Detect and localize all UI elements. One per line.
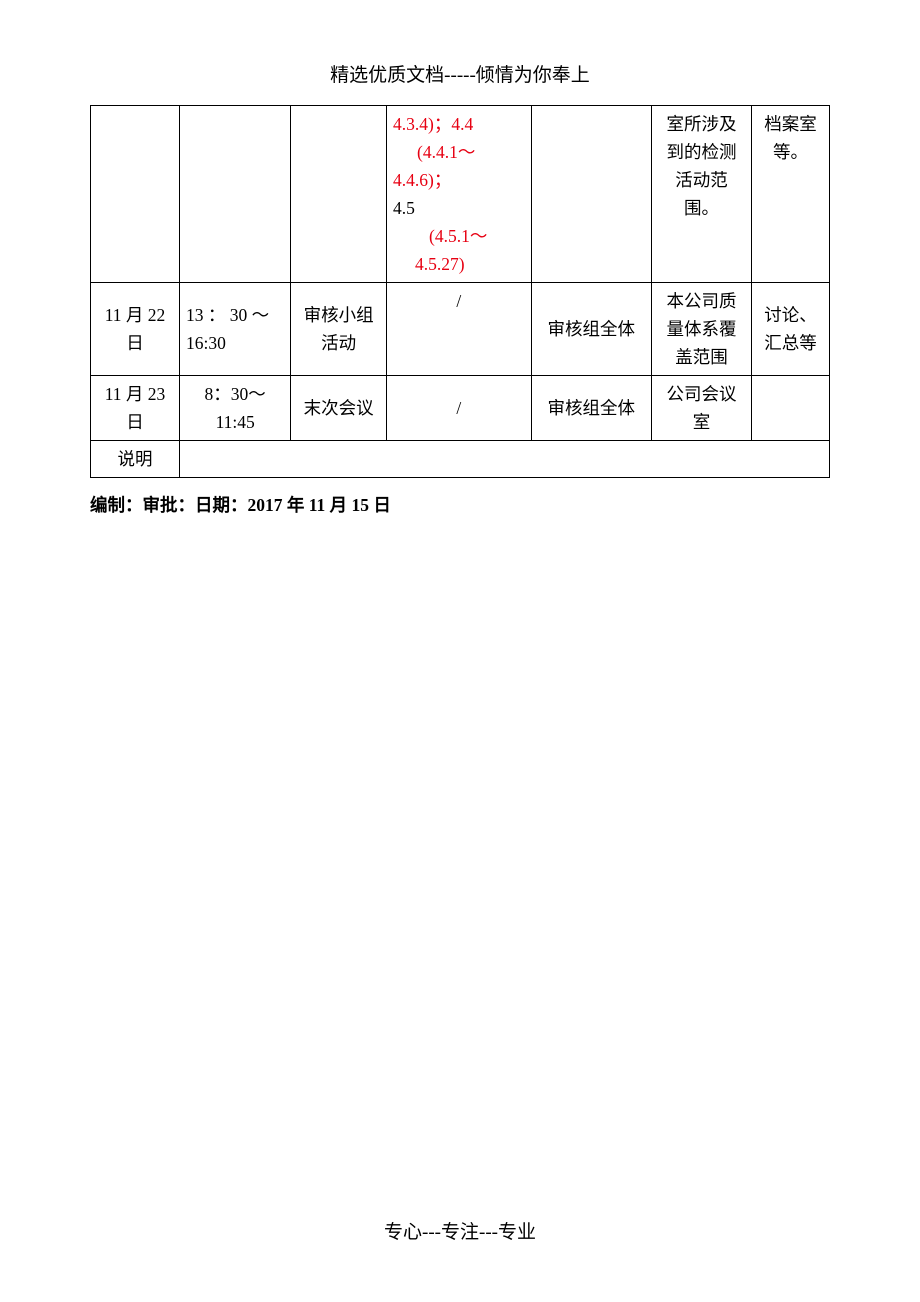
range-text: 室所涉及 <box>666 114 736 134</box>
scope-text: 4.4.6)； <box>393 170 451 190</box>
note-text: 档案室 <box>764 114 817 134</box>
cell-date: 11 月 22 日 <box>91 283 180 376</box>
cell-time: 8：30～11:45 <box>180 376 291 441</box>
cell-activity: 审核小组活动 <box>291 283 387 376</box>
cell-date: 11 月 23 日 <box>91 376 180 441</box>
page-footer: 专心---专注---专业 <box>0 1217 920 1244</box>
cell-team: 审核组全体 <box>531 376 651 441</box>
cell-team <box>531 106 651 283</box>
scope-text: 4.3.4)；4.4 <box>393 114 473 134</box>
cell-note: 讨论、汇总等 <box>752 283 830 376</box>
cell-scope: / <box>387 283 532 376</box>
cell-date <box>91 106 180 283</box>
cell-time: 13 ： 30 ～16:30 <box>180 283 291 376</box>
cell-team: 审核组全体 <box>531 283 651 376</box>
cell-activity <box>291 106 387 283</box>
range-text: 到的检测 <box>666 142 736 162</box>
cell-range: 室所涉及 到的检测 活动范围。 <box>651 106 751 283</box>
scope-text: (4.5.1～ <box>393 226 487 246</box>
table-row: 4.3.4)；4.4 (4.4.1～ 4.4.6)； 4.5 (4.5.1～ 4… <box>91 106 830 283</box>
cell-time <box>180 106 291 283</box>
schedule-table-container: 4.3.4)；4.4 (4.4.1～ 4.4.6)； 4.5 (4.5.1～ 4… <box>90 105 830 478</box>
table-row: 11 月 22 日 13 ： 30 ～16:30 审核小组活动 / 审核组全体 … <box>91 283 830 376</box>
range-text: 活动范围。 <box>675 170 728 218</box>
approval-line: 编制：审批：日期：2017 年 11 月 15 日 <box>90 492 920 517</box>
cell-label: 说明 <box>91 441 180 478</box>
cell-range: 本公司质量体系覆盖范围 <box>651 283 751 376</box>
cell-description <box>180 441 830 478</box>
schedule-table: 4.3.4)；4.4 (4.4.1～ 4.4.6)； 4.5 (4.5.1～ 4… <box>90 105 830 478</box>
cell-scope: / <box>387 376 532 441</box>
cell-range: 公司会议室 <box>651 376 751 441</box>
page-header: 精选优质文档-----倾情为你奉上 <box>0 0 920 97</box>
table-row: 说明 <box>91 441 830 478</box>
cell-scope: 4.3.4)；4.4 (4.4.1～ 4.4.6)； 4.5 (4.5.1～ 4… <box>387 106 532 283</box>
scope-text: (4.4.1～ <box>393 142 475 162</box>
note-text: 等。 <box>773 142 808 162</box>
scope-text: 4.5.27) <box>393 254 465 274</box>
cell-note <box>752 376 830 441</box>
scope-text: 4.5 <box>393 198 415 218</box>
table-row: 11 月 23 日 8：30～11:45 末次会议 / 审核组全体 公司会议室 <box>91 376 830 441</box>
cell-note: 档案室 等。 <box>752 106 830 283</box>
cell-activity: 末次会议 <box>291 376 387 441</box>
